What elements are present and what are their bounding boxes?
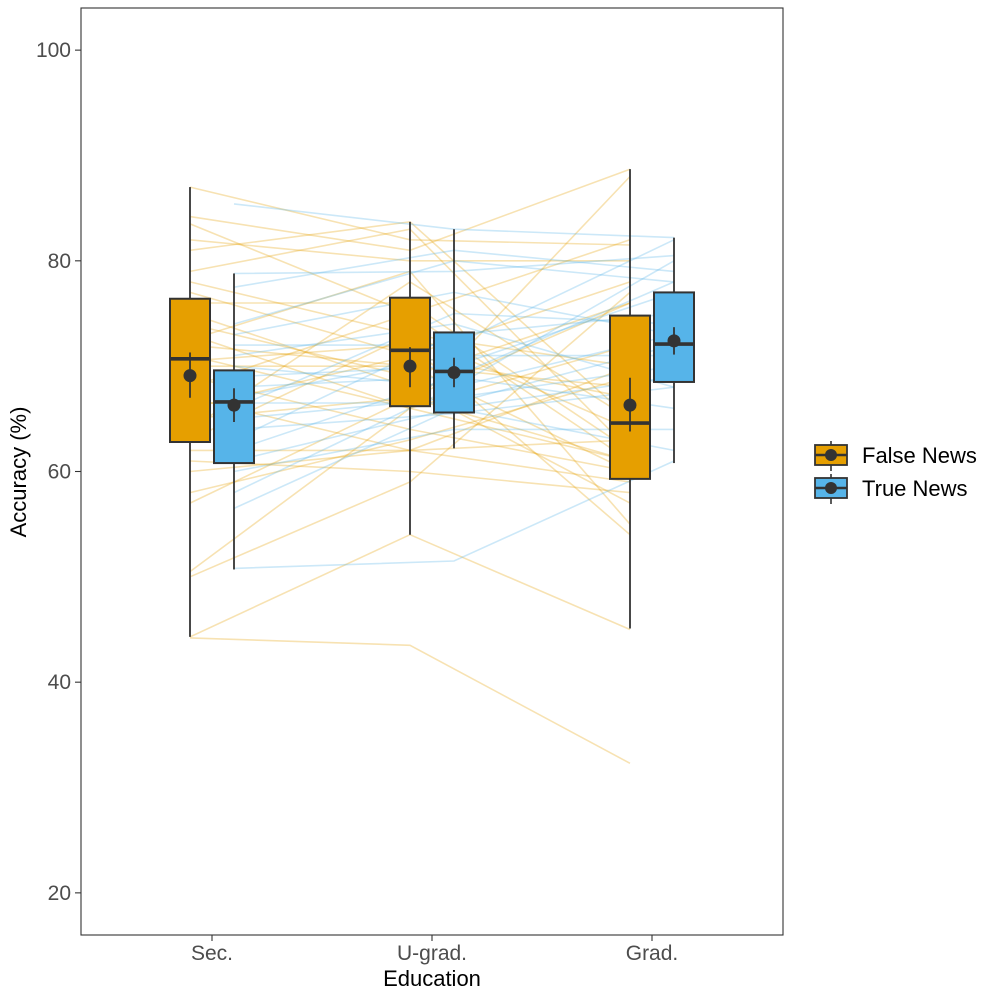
legend-label: True News	[862, 476, 968, 501]
x-axis-title: Education	[383, 966, 481, 991]
y-axis: 20 40 60 80 100	[36, 39, 81, 905]
x-axis: Sec. U-grad. Grad.	[191, 935, 678, 965]
individual-line	[189, 637, 631, 765]
legend-item: True News	[814, 474, 968, 504]
mean-point	[667, 334, 681, 348]
legend-label: False News	[862, 443, 977, 468]
legend-key-point	[825, 449, 837, 461]
y-tick-label: 20	[48, 882, 71, 905]
individual-line	[233, 203, 675, 239]
mean-point	[227, 398, 241, 412]
individual-line	[233, 460, 675, 570]
mean-point	[183, 369, 197, 383]
boxplot	[389, 221, 431, 535]
x-tick-label: U-grad.	[397, 942, 467, 965]
y-tick-label: 80	[48, 250, 71, 273]
boxplot	[213, 273, 255, 570]
box	[213, 369, 255, 465]
mean-point	[403, 359, 417, 373]
x-tick-label: Sec.	[191, 942, 233, 965]
legend-key-point	[825, 482, 837, 494]
mean-point	[447, 365, 461, 379]
boxplot	[169, 187, 211, 637]
boxplot	[433, 229, 475, 449]
y-tick-label: 60	[48, 461, 71, 484]
y-tick-label: 40	[48, 671, 71, 694]
boxplot	[609, 169, 651, 629]
legend-item: False News	[814, 441, 977, 471]
boxplot	[653, 237, 695, 464]
y-axis-title: Accuracy (%)	[6, 407, 31, 538]
legend: False News True News	[814, 441, 977, 504]
individual-line	[189, 220, 631, 420]
mean-point	[623, 398, 637, 412]
y-tick-label: 100	[36, 39, 71, 62]
x-tick-label: Grad.	[626, 942, 679, 965]
boxplots	[169, 169, 695, 637]
